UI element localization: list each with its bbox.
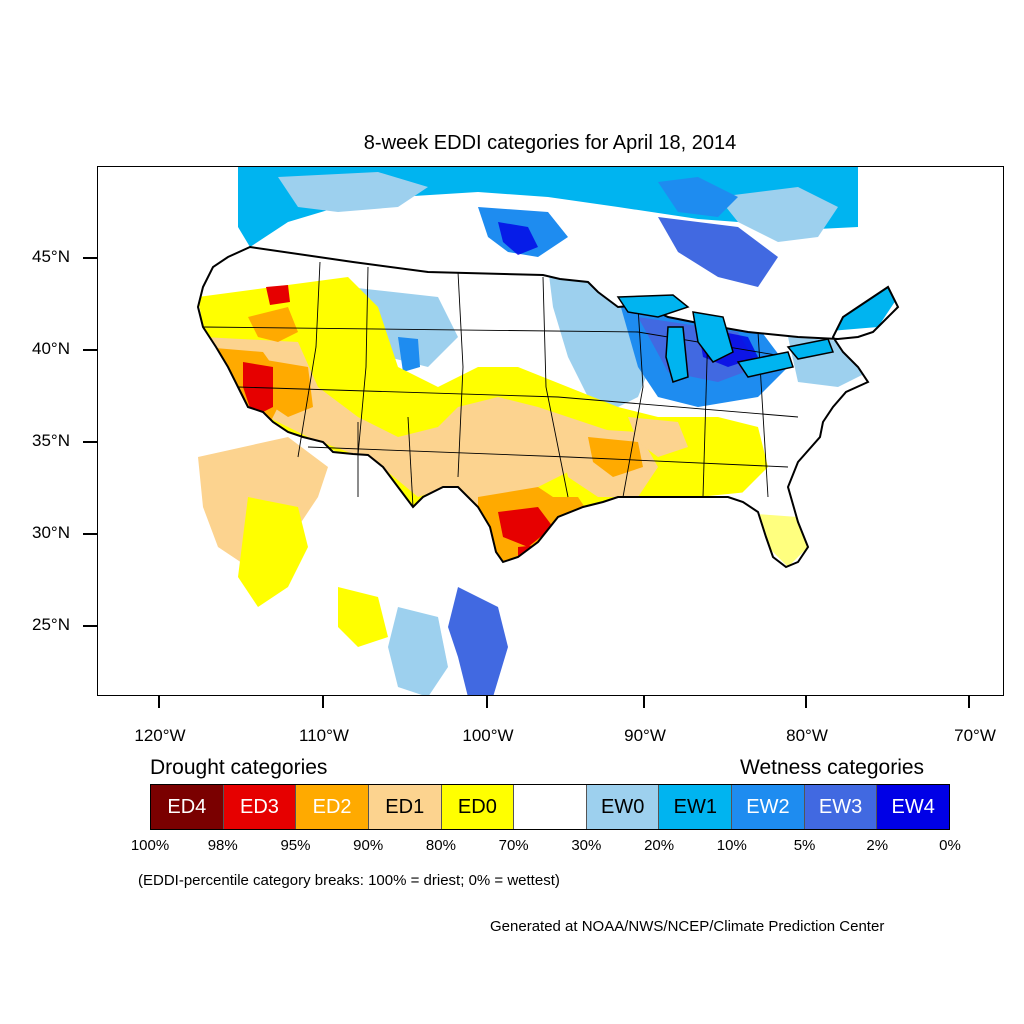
percent-break-label: 10% (716, 837, 747, 854)
percent-break-label: 2% (866, 837, 889, 854)
percent-break-label: 5% (793, 837, 816, 854)
legend-swatch-ew1: EW1 (659, 785, 733, 829)
credit-line: Generated at NOAA/NWS/NCEP/Climate Predi… (490, 918, 885, 935)
lon-tick (968, 696, 970, 708)
legend-swatch-ed3: ED3 (223, 785, 297, 829)
percent-break-label: 20% (644, 837, 675, 854)
lon-tick (643, 696, 645, 708)
legend-swatch-ew2: EW2 (732, 785, 805, 829)
lon-label-70: 70°W (954, 726, 996, 745)
wetness-categories-title: Wetness categories (740, 756, 925, 779)
us-outline (196, 245, 900, 569)
eddi-map (196, 167, 900, 695)
lat-label-30: 30°N (32, 523, 70, 542)
percent-break-label: 90% (353, 837, 384, 854)
lat-label-35: 35°N (32, 431, 70, 450)
lon-label-90: 90°W (624, 726, 666, 745)
canada-region (198, 167, 858, 695)
legend-swatch-ew0: EW0 (586, 785, 660, 829)
lat-label-25: 25°N (32, 615, 70, 634)
map-panel (97, 166, 1004, 696)
legend-swatch-ew3: EW3 (804, 785, 878, 829)
legend-color-bar: ED4 ED3 ED2 ED1 ED0 EW0 EW1 EW2 EW3 EW4 (150, 784, 950, 830)
percent-break-label: 80% (425, 837, 456, 854)
lon-label-80: 80°W (786, 726, 828, 745)
lon-tick (486, 696, 488, 708)
lat-tick (83, 625, 97, 627)
percent-break-label: 70% (498, 837, 529, 854)
lat-label-45: 45°N (32, 247, 70, 266)
great-lakes (616, 294, 835, 383)
state-boundaries (202, 261, 799, 508)
map-title: 8-week EDDI categories for April 18, 201… (363, 132, 737, 154)
lon-label-110: 110°W (299, 726, 349, 745)
percent-break-label: 30% (571, 837, 602, 854)
legend-swatch-neutral (514, 785, 587, 829)
lat-tick (83, 349, 97, 351)
drought-categories-title: Drought categories (150, 756, 328, 779)
legend-swatch-ed1: ED1 (368, 785, 442, 829)
legend-swatch-ew4: EW4 (877, 785, 950, 829)
lon-label-120: 120°W (134, 726, 186, 745)
lat-tick (83, 441, 97, 443)
lat-tick (83, 533, 97, 535)
percent-break-label: 100% (130, 837, 170, 854)
lat-label-40: 40°N (32, 339, 70, 358)
lon-tick (805, 696, 807, 708)
legend-swatch-ed4: ED4 (151, 785, 224, 829)
percent-break-label: 0% (939, 837, 961, 854)
lon-tick (322, 696, 324, 708)
lon-label-100: 100°W (462, 726, 514, 745)
lon-tick (158, 696, 160, 708)
lat-tick (83, 257, 97, 259)
percent-break-label: 98% (207, 837, 238, 854)
legend-swatch-ed0: ED0 (441, 785, 515, 829)
percent-break-label: 95% (280, 837, 311, 854)
category-breaks-note: (EDDI-percentile category breaks: 100% =… (138, 872, 560, 889)
legend-swatch-ed2: ED2 (296, 785, 369, 829)
